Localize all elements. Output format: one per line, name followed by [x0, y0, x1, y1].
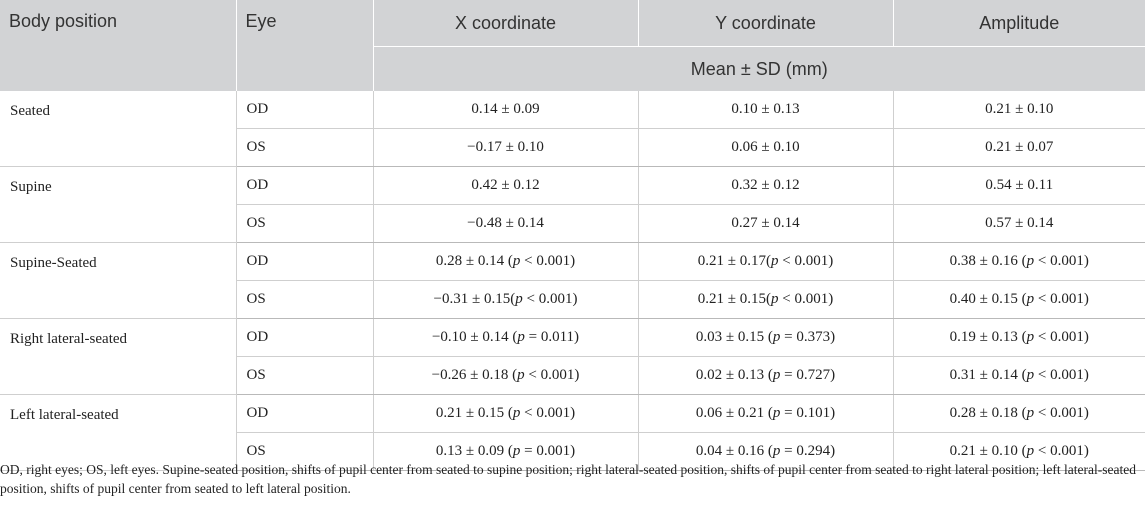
eye-cell: OS — [236, 280, 374, 319]
body-position-cell: Right lateral-seated — [0, 318, 237, 395]
eye-cell: OD — [236, 91, 374, 129]
x-cell: −0.48 ± 0.14 — [373, 204, 639, 243]
amplitude-cell: 0.21 ± 0.07 — [893, 128, 1145, 167]
table-row: Supine-Seated OD 0.28 ± 0.14 (p < 0.001)… — [0, 242, 1145, 319]
y-cell: 0.10 ± 0.13 — [638, 91, 894, 129]
amplitude-cell: 0.21 ± 0.10 (p < 0.001) — [893, 432, 1145, 471]
table-row: OS −0.17 ± 0.10 0.06 ± 0.10 0.21 ± 0.07 — [0, 128, 1145, 167]
header-body-position: Body position — [0, 0, 237, 91]
x-cell: −0.26 ± 0.18 (p < 0.001) — [373, 356, 639, 395]
body-position-cell: Left lateral-seated — [0, 394, 237, 471]
eye-cell: OS — [236, 204, 374, 243]
amplitude-cell: 0.38 ± 0.16 (p < 0.001) — [893, 242, 1145, 281]
eye-cell: OD — [236, 242, 374, 281]
amplitude-cell: 0.21 ± 0.10 — [893, 91, 1145, 129]
header-amplitude: Amplitude — [893, 0, 1145, 47]
amplitude-cell: 0.54 ± 0.11 — [893, 166, 1145, 205]
x-cell: −0.17 ± 0.10 — [373, 128, 639, 167]
eye-cell: OD — [236, 166, 374, 205]
table-footnote: OD, right eyes; OS, left eyes. Supine-se… — [0, 462, 1136, 496]
header-units: Mean ± SD (mm) — [373, 46, 1145, 91]
x-cell: 0.42 ± 0.12 — [373, 166, 639, 205]
amplitude-cell: 0.31 ± 0.14 (p < 0.001) — [893, 356, 1145, 395]
x-cell: 0.21 ± 0.15 (p < 0.001) — [373, 394, 639, 433]
y-cell: 0.21 ± 0.15(p < 0.001) — [638, 280, 894, 319]
table-row: OS −0.26 ± 0.18 (p < 0.001) 0.02 ± 0.13 … — [0, 356, 1145, 395]
y-cell: 0.04 ± 0.16 (p = 0.294) — [638, 432, 894, 471]
y-cell: 0.06 ± 0.10 — [638, 128, 894, 167]
table-container: Body position Eye X coordinate Y coordin… — [0, 0, 1145, 471]
amplitude-cell: 0.40 ± 0.15 (p < 0.001) — [893, 280, 1145, 319]
x-cell: −0.31 ± 0.15(p < 0.001) — [373, 280, 639, 319]
y-cell: 0.02 ± 0.13 (p = 0.727) — [638, 356, 894, 395]
header-eye: Eye — [236, 0, 374, 91]
y-cell: 0.21 ± 0.17(p < 0.001) — [638, 242, 894, 281]
amplitude-cell: 0.57 ± 0.14 — [893, 204, 1145, 243]
x-cell: 0.28 ± 0.14 (p < 0.001) — [373, 242, 639, 281]
eye-cell: OD — [236, 394, 374, 433]
table-row: OS −0.31 ± 0.15(p < 0.001) 0.21 ± 0.15(p… — [0, 280, 1145, 319]
eye-cell: OD — [236, 318, 374, 357]
eye-cell: OS — [236, 128, 374, 167]
x-cell: −0.10 ± 0.14 (p = 0.011) — [373, 318, 639, 357]
amplitude-cell: 0.28 ± 0.18 (p < 0.001) — [893, 394, 1145, 433]
eye-cell: OS — [236, 356, 374, 395]
table-row: Supine OD 0.42 ± 0.12 0.32 ± 0.12 0.54 ±… — [0, 166, 1145, 243]
table-row: Right lateral-seated OD −0.10 ± 0.14 (p … — [0, 318, 1145, 395]
table-body: Seated OD 0.14 ± 0.09 0.10 ± 0.13 0.21 ±… — [0, 91, 1145, 471]
eye-cell: OS — [236, 432, 374, 471]
y-cell: 0.06 ± 0.21 (p = 0.101) — [638, 394, 894, 433]
table-row: OS −0.48 ± 0.14 0.27 ± 0.14 0.57 ± 0.14 — [0, 204, 1145, 243]
body-position-cell: Supine — [0, 166, 237, 243]
table-row: OS 0.13 ± 0.09 (p = 0.001) 0.04 ± 0.16 (… — [0, 432, 1145, 471]
header-x-coordinate: X coordinate — [373, 0, 639, 47]
table-row: Seated OD 0.14 ± 0.09 0.10 ± 0.13 0.21 ±… — [0, 91, 1145, 167]
amplitude-cell: 0.19 ± 0.13 (p < 0.001) — [893, 318, 1145, 357]
table-header: Body position Eye X coordinate Y coordin… — [0, 0, 1145, 91]
x-cell: 0.14 ± 0.09 — [373, 91, 639, 129]
y-cell: 0.03 ± 0.15 (p = 0.373) — [638, 318, 894, 357]
y-cell: 0.32 ± 0.12 — [638, 166, 894, 205]
data-table: Body position Eye X coordinate Y coordin… — [0, 0, 1145, 471]
y-cell: 0.27 ± 0.14 — [638, 204, 894, 243]
x-cell: 0.13 ± 0.09 (p = 0.001) — [373, 432, 639, 471]
body-position-cell: Seated — [0, 91, 237, 167]
body-position-cell: Supine-Seated — [0, 242, 237, 319]
header-y-coordinate: Y coordinate — [638, 0, 894, 47]
table-row: Left lateral-seated OD 0.21 ± 0.15 (p < … — [0, 394, 1145, 471]
